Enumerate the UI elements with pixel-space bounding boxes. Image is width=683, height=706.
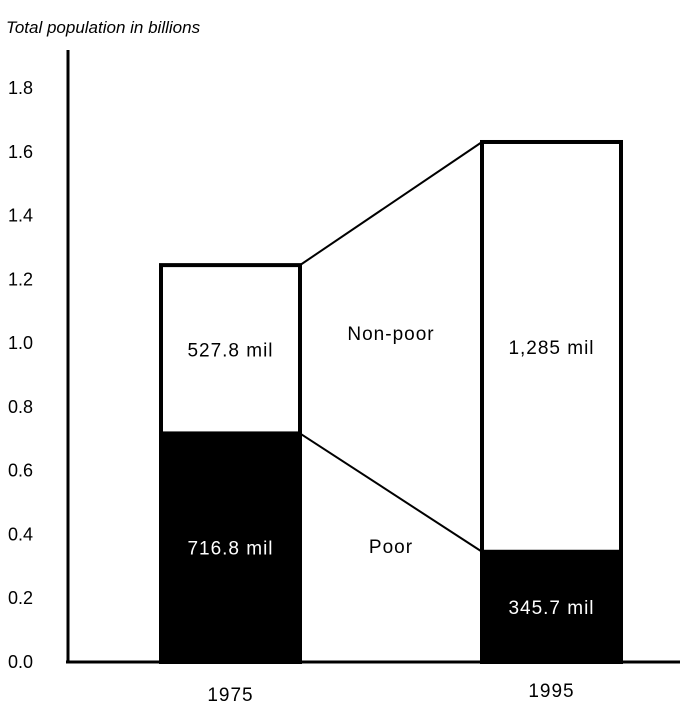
y-tick-label: 0.8 — [8, 397, 33, 417]
axes — [66, 50, 680, 664]
y-axis-ticks: 0.0 0.2 0.4 0.6 0.8 1.0 1.2 1.4 1.6 1.8 — [8, 78, 33, 672]
y-tick-label: 1.4 — [8, 206, 33, 226]
y-axis-title: Total population in billions — [6, 18, 201, 37]
data-label: 527.8 mil — [187, 340, 273, 361]
segment-name-non-poor: Non-poor — [347, 324, 434, 345]
bar-segment-non-poor-1995 — [480, 139, 623, 554]
segment-names: Non-poor Poor — [347, 324, 434, 558]
connector-split — [299, 432, 483, 553]
connector-lines — [299, 141, 483, 553]
data-label: 345.7 mil — [508, 598, 594, 619]
x-axis-ticks: 1975 1995 — [207, 681, 574, 706]
x-tick-label: 1975 — [207, 685, 253, 706]
y-tick-label: 0.6 — [8, 461, 33, 481]
connector-top — [299, 141, 483, 266]
y-tick-label: 0.4 — [8, 524, 33, 544]
y-tick-label: 1.0 — [8, 333, 33, 353]
y-tick-label: 1.2 — [8, 269, 33, 289]
x-tick-label: 1995 — [528, 681, 574, 702]
segment-name-poor: Poor — [369, 537, 413, 558]
y-tick-label: 1.6 — [8, 142, 33, 162]
y-tick-label: 0.0 — [8, 652, 33, 672]
bars: 716.8 mil 527.8 mil 345.7 mil 1,285 mil — [159, 139, 623, 665]
data-label: 716.8 mil — [187, 539, 273, 560]
bar-segment-poor-1975 — [159, 431, 302, 664]
data-label: 1,285 mil — [508, 338, 594, 359]
y-tick-label: 0.2 — [8, 588, 33, 608]
bar-segment-non-poor-1975 — [159, 263, 302, 436]
y-tick-label: 1.8 — [8, 78, 33, 98]
